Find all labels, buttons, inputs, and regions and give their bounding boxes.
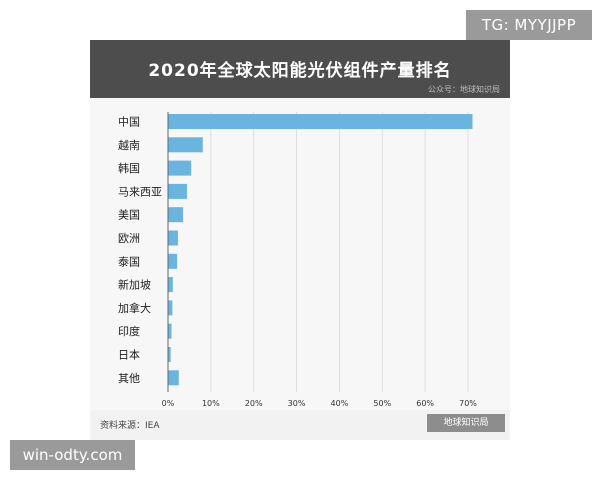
category-label: 韩国 bbox=[118, 161, 140, 175]
plot-background bbox=[90, 98, 510, 410]
category-label: 印度 bbox=[118, 324, 140, 338]
x-tick-label: 40% bbox=[331, 399, 349, 408]
x-tick-label: 60% bbox=[416, 399, 434, 408]
site-badge: win-odty.com bbox=[10, 440, 135, 470]
category-label: 其他 bbox=[118, 372, 140, 385]
bar bbox=[168, 207, 184, 223]
tick-labels: 0% 10% 20% 30% 40% 50% 60% 70% bbox=[162, 399, 478, 408]
bar bbox=[168, 347, 171, 362]
bar bbox=[168, 253, 178, 269]
bar bbox=[168, 230, 178, 246]
category-label: 新加坡 bbox=[118, 278, 151, 292]
bar bbox=[168, 137, 203, 153]
x-tick-label: 70% bbox=[459, 399, 477, 408]
title-bar: 2020年全球太阳能光伏组件产量排名 公众号：地球知识局 bbox=[90, 40, 510, 98]
chart-title: 2020年全球太阳能光伏组件产量排名 bbox=[148, 61, 452, 81]
bar bbox=[168, 370, 179, 386]
chart-card: 2020年全球太阳能光伏组件产量排名 公众号：地球知识局 中国越南韩国马来西亚美… bbox=[90, 40, 510, 440]
source-bottom: 资料来源：IEA bbox=[100, 421, 160, 431]
x-tick-label: 10% bbox=[202, 399, 220, 408]
category-label: 中国 bbox=[118, 116, 140, 129]
category-label: 日本 bbox=[118, 348, 140, 362]
category-label: 美国 bbox=[118, 209, 140, 222]
bar bbox=[168, 114, 473, 129]
bars bbox=[168, 114, 473, 386]
x-tick-label: 50% bbox=[373, 399, 391, 408]
watermark: 地球知识局 bbox=[427, 414, 505, 432]
category-label: 泰国 bbox=[118, 254, 140, 268]
category-label: 欧洲 bbox=[118, 232, 140, 245]
x-tick-label: 30% bbox=[288, 399, 306, 408]
bar bbox=[168, 160, 192, 176]
category-label: 加拿大 bbox=[118, 301, 151, 315]
grid-lines bbox=[167, 112, 469, 392]
bar bbox=[168, 183, 187, 199]
source-top: 公众号：地球知识局 bbox=[428, 85, 500, 94]
bar bbox=[168, 277, 173, 293]
tg-badge: TG: MYYJJPP bbox=[466, 10, 592, 40]
x-tick-label: 20% bbox=[245, 399, 263, 408]
bar bbox=[168, 300, 173, 316]
category-label: 越南 bbox=[118, 138, 140, 152]
category-label: 马来西亚 bbox=[118, 185, 162, 198]
bar bbox=[168, 323, 172, 339]
x-tick-label: 0% bbox=[162, 399, 175, 408]
